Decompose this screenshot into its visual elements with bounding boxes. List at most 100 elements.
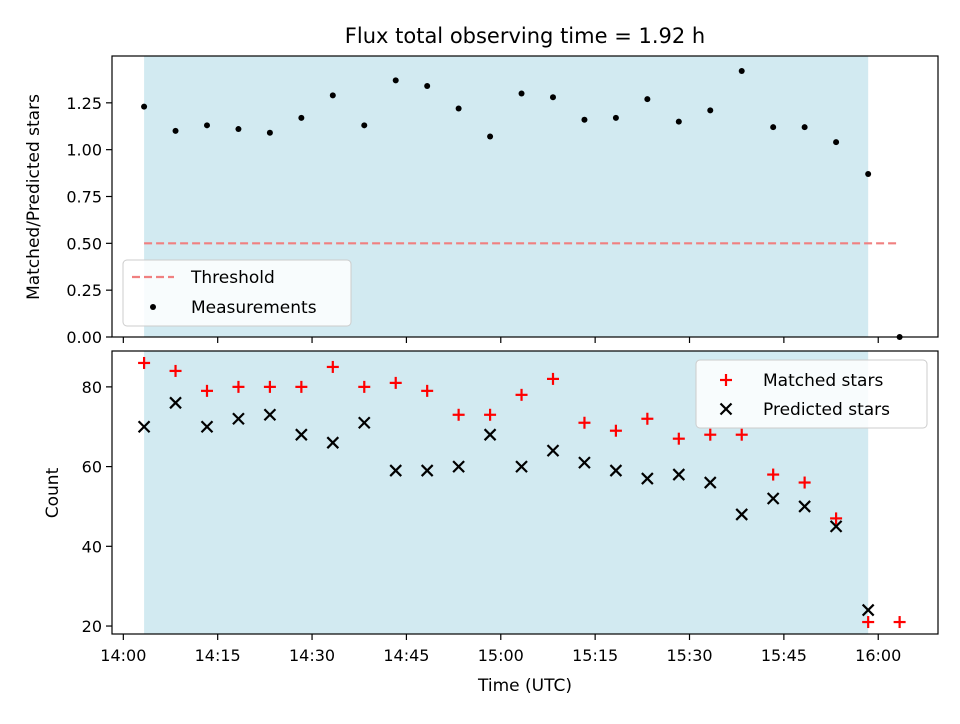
measurement-point xyxy=(361,122,368,129)
measurement-point xyxy=(612,114,619,121)
x-tick-label: 15:00 xyxy=(478,646,524,665)
matched-stars-point xyxy=(641,412,654,425)
measurement-point xyxy=(329,92,336,99)
predicted-stars-point-b xyxy=(546,444,560,457)
predicted-stars-point xyxy=(766,492,780,505)
matched-stars-point xyxy=(263,380,276,393)
top-y-tick-label: 0.00 xyxy=(66,328,102,347)
predicted-stars-point-b xyxy=(420,464,434,477)
measurement-point xyxy=(266,129,273,136)
x-tick-label: 16:00 xyxy=(855,646,901,665)
predicted-stars-point xyxy=(546,444,560,457)
predicted-stars-point xyxy=(420,464,434,477)
predicted-stars-point-b xyxy=(326,436,340,449)
predicted-stars-point xyxy=(452,460,465,473)
predicted-stars-point-b xyxy=(389,464,402,477)
predicted-stars-point-b xyxy=(703,476,717,489)
measurement-point xyxy=(518,90,525,97)
matched-stars-point xyxy=(326,360,339,373)
predicted-stars-point-b xyxy=(232,412,245,426)
predicted-stars-point-b xyxy=(798,500,811,513)
predicted-stars-point xyxy=(703,476,717,489)
predicted-stars-point xyxy=(295,428,308,441)
measurement-point xyxy=(141,103,148,110)
matched-stars-point xyxy=(578,416,591,429)
predicted-stars-point xyxy=(169,396,182,410)
top-y-tick-label: 0.75 xyxy=(66,188,102,207)
matched-stars-point xyxy=(672,432,685,445)
top-y-tick-label: 0.50 xyxy=(66,234,102,253)
measurement-point xyxy=(675,118,682,125)
matched-stars-point xyxy=(515,388,528,401)
measurement-point xyxy=(549,94,556,101)
predicted-stars-point xyxy=(357,416,371,430)
bottom-y-tick-label: 80 xyxy=(82,378,102,397)
predicted-stars-point-b xyxy=(169,396,182,410)
predicted-stars-point xyxy=(137,420,151,434)
x-tick-label: 14:00 xyxy=(100,646,146,665)
predicted-stars-point-b xyxy=(452,460,465,473)
legend-measurements-swatch xyxy=(150,304,156,310)
measurement-point xyxy=(707,107,714,114)
matched-stars-point xyxy=(798,476,811,489)
measurement-point xyxy=(644,96,651,103)
legend-predicted-swatch xyxy=(719,402,733,416)
chart-title: Flux total observing time = 1.92 h xyxy=(345,24,705,48)
predicted-stars-point xyxy=(672,468,686,481)
predicted-stars-point-b xyxy=(295,428,308,441)
predicted-stars-point xyxy=(578,456,591,469)
legend-measurements-label: Measurements xyxy=(191,298,317,318)
predicted-stars-point-b xyxy=(357,416,371,430)
measurement-point xyxy=(801,124,808,131)
legend-matched-swatch xyxy=(720,374,732,386)
measurement-point xyxy=(392,77,399,84)
predicted-stars-point xyxy=(798,500,811,513)
predicted-stars-point-b xyxy=(483,428,497,441)
bottom-panel-frame xyxy=(111,350,939,635)
predicted-stars-point-b xyxy=(137,420,151,434)
predicted-stars-point xyxy=(263,408,277,422)
predicted-stars-point xyxy=(483,428,497,441)
predicted-stars-point-b xyxy=(515,460,528,473)
matched-stars-point xyxy=(200,384,213,397)
predicted-stars-point-b xyxy=(766,492,780,505)
bottom-legend-box xyxy=(695,359,928,429)
predicted-stars-point xyxy=(515,460,528,473)
matched-stars-point xyxy=(358,380,371,393)
top-y-axis-label: Matched/Predicted stars xyxy=(24,94,44,300)
x-tick-label: 14:15 xyxy=(195,646,241,665)
predicted-stars-point xyxy=(735,508,749,521)
matched-stars-point xyxy=(704,428,717,441)
predicted-stars-point-b xyxy=(672,468,686,481)
top-y-tick-label: 0.25 xyxy=(66,281,102,300)
matched-stars-point xyxy=(830,512,843,525)
top-legend-box xyxy=(122,259,352,327)
bottom-y-tick-label: 20 xyxy=(82,617,102,636)
predicted-stars-point xyxy=(200,420,214,434)
measurement-point xyxy=(424,82,431,89)
matched-stars-point xyxy=(232,380,245,393)
measurement-point xyxy=(738,67,745,74)
matched-stars-point xyxy=(421,384,434,397)
predicted-stars-point xyxy=(829,520,843,533)
matched-stars-point xyxy=(138,356,151,369)
bottom-y-tick-label: 40 xyxy=(82,537,102,556)
measurement-point xyxy=(865,171,872,178)
matched-stars-point xyxy=(389,376,402,389)
measurement-point xyxy=(487,133,494,140)
x-tick-label: 14:30 xyxy=(289,646,335,665)
predicted-stars-point-b xyxy=(735,508,749,521)
predicted-stars-point-b xyxy=(578,456,591,469)
bottom-legend: Matched stars Predicted stars xyxy=(695,359,928,429)
matched-stars-point xyxy=(893,616,906,629)
predicted-stars-point xyxy=(389,464,402,477)
measurement-point xyxy=(770,124,777,131)
measurement-point xyxy=(235,126,242,133)
matched-stars-point xyxy=(767,468,780,481)
predicted-stars-point xyxy=(609,464,623,477)
predicted-stars-point xyxy=(641,472,654,485)
measurement-point xyxy=(172,127,179,134)
measurement-point xyxy=(833,139,840,146)
predicted-stars-point-b xyxy=(200,420,214,434)
measurement-point xyxy=(203,122,210,129)
